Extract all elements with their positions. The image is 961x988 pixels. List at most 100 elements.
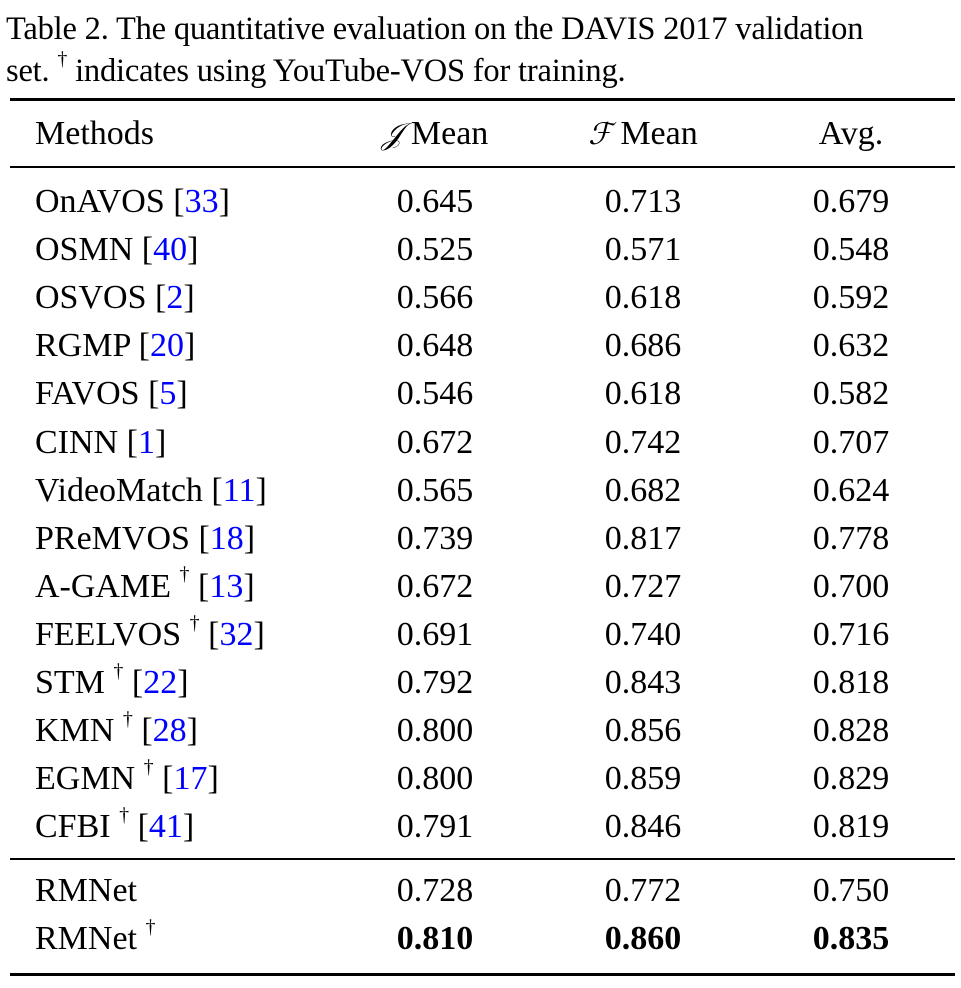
j-mean-value: 0.648 <box>396 327 474 365</box>
avg-value: 0.835 <box>812 920 890 957</box>
f-mean-value: 0.571 <box>604 231 682 269</box>
j-mean-value: 0.728 <box>396 872 474 909</box>
dagger-symbol: † <box>113 659 124 682</box>
mid-rule <box>10 858 955 860</box>
table-row: RMNet † 0.810 0.860 0.835 <box>0 915 961 963</box>
table-row: FEELVOS † [32] 0.691 0.740 0.716 <box>0 611 961 659</box>
f-mean-value: 0.860 <box>604 920 682 957</box>
avg-value: 0.679 <box>812 183 890 220</box>
j-mean-value: 0.565 <box>396 471 474 509</box>
method-name: RMNet † <box>35 915 156 957</box>
table-row: RGMP [20] 0.648 0.686 0.632 <box>0 322 961 370</box>
j-mean-value: 0.566 <box>396 279 474 317</box>
top-rule <box>10 98 955 101</box>
citation-link[interactable]: 13 <box>209 567 244 605</box>
method-name: RMNet <box>35 872 137 909</box>
citation-link[interactable]: 1 <box>137 423 155 461</box>
j-mean-value: 0.800 <box>396 712 474 750</box>
f-mean-value: 0.859 <box>604 760 682 798</box>
table-row: OnAVOS [33] 0.645 0.713 0.679 <box>0 178 961 226</box>
j-mean-value: 0.792 <box>396 664 474 701</box>
avg-value: 0.548 <box>812 231 890 269</box>
f-mean-value: 0.856 <box>604 712 682 750</box>
method-name: A-GAME † [13] <box>35 563 255 605</box>
avg-value: 0.700 <box>812 567 890 605</box>
citation-link[interactable]: 18 <box>209 519 244 557</box>
dagger-symbol: † <box>143 755 154 778</box>
caption-text-2-post: indicates using YouTube-VOS for training… <box>67 53 626 89</box>
citation-link[interactable]: 17 <box>173 760 208 798</box>
citation-link[interactable]: 20 <box>149 327 184 365</box>
method-name: PReMVOS [18] <box>35 519 256 557</box>
f-mean-value: 0.843 <box>604 664 682 701</box>
table-row: OSVOS [2] 0.566 0.618 0.592 <box>0 274 961 322</box>
method-name: CINN [1] <box>35 423 167 461</box>
citation-link[interactable]: 40 <box>153 231 188 269</box>
caption-text-2-pre: set. <box>6 53 58 89</box>
citation-link[interactable]: 32 <box>219 615 254 653</box>
j-mean-value: 0.546 <box>396 375 474 413</box>
citation-link[interactable]: 33 <box>184 183 219 220</box>
dagger-symbol: † <box>189 611 200 634</box>
dagger-symbol: † <box>145 915 156 938</box>
table-row: OSMN [40] 0.525 0.571 0.548 <box>0 226 961 274</box>
method-name: RGMP [20] <box>35 327 196 365</box>
j-mean-value: 0.810 <box>396 920 474 957</box>
table-row: STM † [22] 0.792 0.843 0.818 <box>0 659 961 707</box>
caption-line-2: set. † indicates using YouTube-VOS for t… <box>6 48 961 92</box>
j-mean-value: 0.800 <box>396 760 474 798</box>
dagger-symbol: † <box>179 563 190 586</box>
avg-value: 0.829 <box>812 760 890 798</box>
avg-value: 0.624 <box>812 471 890 509</box>
method-name: KMN † [28] <box>35 707 198 750</box>
citation-link[interactable]: 22 <box>143 664 178 701</box>
dagger-symbol: † <box>57 48 68 71</box>
method-name: FEELVOS † [32] <box>35 611 265 653</box>
j-mean-value: 0.691 <box>396 615 474 653</box>
avg-value: 0.707 <box>812 423 890 461</box>
method-name: VideoMatch [11] <box>35 471 267 509</box>
j-mean-value: 0.739 <box>396 519 474 557</box>
f-mean-value: 0.618 <box>604 279 682 317</box>
header-rule <box>10 166 955 168</box>
avg-value: 0.632 <box>812 327 890 365</box>
dagger-symbol: † <box>122 707 133 730</box>
method-name: CFBI † [41] <box>35 803 195 846</box>
j-mean-value: 0.645 <box>396 183 474 220</box>
method-name: FAVOS [5] <box>35 375 188 413</box>
citation-link[interactable]: 28 <box>152 712 187 750</box>
table-row: CINN [1] 0.672 0.742 0.707 <box>0 419 961 467</box>
table-row: A-GAME † [13] 0.672 0.727 0.700 <box>0 563 961 611</box>
citation-link[interactable]: 41 <box>148 808 183 846</box>
f-symbol: ℱ <box>588 117 612 152</box>
f-mean-value: 0.618 <box>604 375 682 413</box>
j-mean-value: 0.672 <box>396 567 474 605</box>
header-f-mean: ℱ Mean <box>588 115 698 152</box>
f-mean-value: 0.817 <box>604 519 682 557</box>
method-name: OSVOS [2] <box>35 279 195 317</box>
method-name: EGMN † [17] <box>35 755 219 798</box>
table-row: KMN † [28] 0.800 0.856 0.828 <box>0 707 961 755</box>
avg-value: 0.819 <box>812 808 890 846</box>
method-name: OnAVOS [33] <box>35 183 230 220</box>
method-name: STM † [22] <box>35 659 189 701</box>
avg-value: 0.828 <box>812 712 890 750</box>
f-mean-value: 0.846 <box>604 808 682 846</box>
citation-link[interactable]: 2 <box>166 279 184 317</box>
f-mean-value: 0.740 <box>604 615 682 653</box>
avg-value: 0.716 <box>812 615 890 653</box>
header-methods: Methods <box>35 115 154 152</box>
avg-value: 0.592 <box>812 279 890 317</box>
dagger-symbol: † <box>119 803 130 826</box>
f-mean-value: 0.686 <box>604 327 682 365</box>
f-mean-value: 0.713 <box>604 183 682 220</box>
citation-link[interactable]: 5 <box>159 375 177 413</box>
table-row: EGMN † [17] 0.800 0.859 0.829 <box>0 755 961 803</box>
table-row: RMNet 0.728 0.772 0.750 <box>0 867 961 915</box>
citation-link[interactable]: 11 <box>222 471 256 509</box>
caption-text-1: The quantitative evaluation on the DAVIS… <box>108 11 864 47</box>
header-j-mean: 𝒥 Mean <box>381 115 489 152</box>
j-mean-value: 0.525 <box>396 231 474 269</box>
table-row: PReMVOS [18] 0.739 0.817 0.778 <box>0 515 961 563</box>
avg-value: 0.750 <box>812 872 890 909</box>
